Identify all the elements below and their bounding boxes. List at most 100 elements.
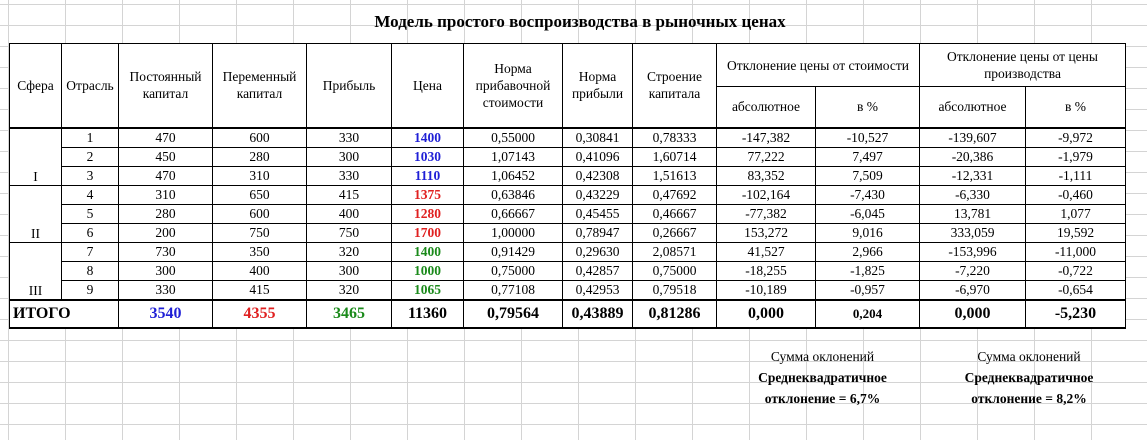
profit-rate: 0,29630 [562,241,633,262]
deviation-value-absolute: -18,255 [716,260,816,281]
sphere-cell: III [9,241,62,300]
deviation-value-absolute: -77,382 [716,203,816,224]
deviation-value-percent: 2,966 [815,241,920,262]
total-profit-rate: 0,43889 [562,298,633,329]
header-variable-capital: Переменный капитал [212,43,307,128]
constant-capital: 200 [118,222,213,243]
price: 1375 [391,184,464,205]
capital-structure: 1,60714 [632,146,717,167]
table-row: 3 470 310 330 1110 1,06452 0,42308 1,51613 83,35… [10,165,1126,186]
profit: 320 [306,279,392,300]
industry-number: 3 [61,165,119,186]
deviation-production-absolute: 333,059 [919,222,1026,243]
profit-rate: 0,42857 [562,260,633,281]
sphere-cell: I [9,126,62,186]
total-price: 11360 [391,298,464,329]
variable-capital: 415 [212,279,307,300]
total-absolute-2: 0,000 [919,298,1026,329]
surplus-rate: 0,77108 [463,279,563,300]
sum-deviations-label-2: Сумма оклонений [977,349,1081,364]
capital-structure: 0,75000 [632,260,717,281]
header-surplus-rate: Норма прибавочной стоимости [463,43,563,128]
capital-structure: 0,78333 [632,126,717,148]
deviation-value-absolute: -102,164 [716,184,816,205]
capital-structure: 0,47692 [632,184,717,205]
price: 1000 [391,260,464,281]
capital-structure: 0,79518 [632,279,717,300]
page-title: Модель простого воспроизводства в рыночн… [374,12,786,31]
table-row: 6 200 750 750 1700 1,00000 0,78947 0,26667 153,2… [10,222,1126,243]
header-constant-capital: Постоянный капитал [118,43,213,128]
header-deviation-value: Отклонение цены от стоимости [716,43,920,87]
sum-deviations-label-1: Сумма оклонений [770,349,875,364]
profit: 330 [306,165,392,186]
deviation-production-percent: -0,460 [1025,184,1126,205]
deviation-value-percent: -7,430 [815,184,920,205]
deviation-production-absolute: -139,607 [919,126,1026,148]
total-percent-2: -5,230 [1025,298,1126,329]
rms-deviation-1-line2: отклонение = 6,7% [764,391,881,406]
header-profit: Прибыль [306,43,392,128]
industry-number: 2 [61,146,119,167]
sphere-cell: II [9,184,62,243]
profit-rate: 0,78947 [562,222,633,243]
profit: 330 [306,126,392,148]
table-row: III 7 730 350 320 1400 0,91429 0,29630 2,08571 41… [9,241,1126,300]
constant-capital: 330 [118,279,213,300]
header-absolute-2: абсолютное [919,86,1026,128]
total-capital-structure: 0,81286 [632,298,717,329]
header-percent-2: в % [1025,86,1126,128]
profit-rate: 0,41096 [562,146,633,167]
header-absolute-1: абсолютное [716,86,816,128]
deviation-value-percent: -10,527 [815,126,920,148]
constant-capital: 280 [118,203,213,224]
deviation-production-absolute: -12,331 [919,165,1026,186]
header-deviation-production: Отклонение цены от цены производства [919,43,1126,87]
surplus-rate: 1,06452 [463,165,563,186]
header-capital-structure: Строение капитала [632,43,717,128]
deviation-production-percent: -0,722 [1025,260,1126,281]
total-row: ИТОГО 3540 4355 3465 11360 0,79564 0,438… [9,298,1126,329]
variable-capital: 600 [212,203,307,224]
deviation-value-percent: -1,825 [815,260,920,281]
variable-capital: 400 [212,260,307,281]
profit: 300 [306,260,392,281]
industry-number: 9 [61,279,119,300]
table-row: I 1 470 600 330 1400 0,55000 0,30841 0,78333 -147… [9,126,1126,186]
surplus-rate: 0,63846 [463,184,563,205]
constant-capital: 310 [118,184,213,205]
header-price: Цена [391,43,464,128]
total-absolute-1: 0,000 [716,298,816,329]
constant-capital: 470 [118,126,213,148]
deviation-value-percent: 7,509 [815,165,920,186]
constant-capital: 730 [118,241,213,262]
profit-rate: 0,42308 [562,165,633,186]
deviation-production-percent: -1,111 [1025,165,1126,186]
deviation-value-absolute: 153,272 [716,222,816,243]
deviation-production-absolute: -20,386 [919,146,1026,167]
deviation-value-absolute: -147,382 [716,126,816,148]
price: 1110 [391,165,464,186]
profit-rate: 0,42953 [562,279,633,300]
deviation-production-absolute: -6,970 [919,279,1026,300]
profit-rate: 0,45455 [562,203,633,224]
deviation-value-percent: -6,045 [815,203,920,224]
notes-value-deviation: Сумма оклонений Среднеквадратичное откло… [720,346,925,409]
price: 1400 [391,126,464,148]
deviation-production-percent: -9,972 [1025,126,1126,148]
constant-capital: 450 [118,146,213,167]
deviation-production-absolute: -7,220 [919,260,1026,281]
table-row: 2 450 280 300 1030 1,07143 0,41096 1,60714 77,22… [10,146,1126,167]
deviation-value-absolute: 77,222 [716,146,816,167]
rms-deviation-2-line1: Среднеквадратичное [964,370,1094,385]
deviation-value-percent: 7,497 [815,146,920,167]
capital-structure: 0,26667 [632,222,717,243]
profit: 415 [306,184,392,205]
deviation-production-absolute: 13,781 [919,203,1026,224]
profit-rate: 0,43229 [562,184,633,205]
table-row: 5 280 600 400 1280 0,66667 0,45455 0,46667 -77,3… [10,203,1126,224]
total-constant-capital: 3540 [118,298,213,329]
industry-number: 5 [61,203,119,224]
industry-number: 7 [61,241,119,262]
deviation-value-absolute: 41,527 [716,241,816,262]
